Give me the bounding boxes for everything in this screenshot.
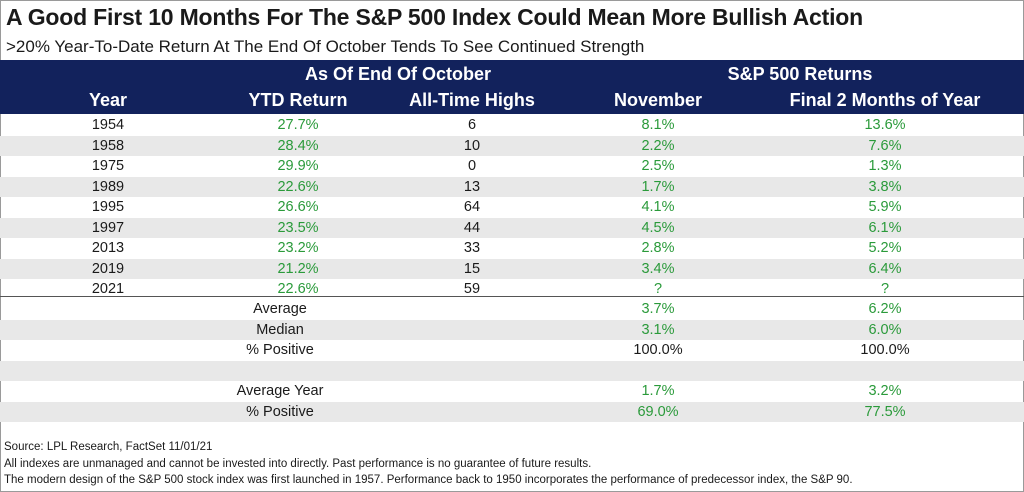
table-row: 2013 23.2% 33 2.8% 5.2%	[0, 238, 1024, 259]
table-row: 1989 22.6% 13 1.7% 3.8%	[0, 176, 1024, 197]
spacer-row	[0, 422, 1024, 443]
summary-label: Average	[253, 301, 307, 317]
cell-year: 2021	[91, 281, 125, 297]
cell-november: ?	[653, 281, 663, 297]
cell-november: 2.5%	[641, 158, 675, 174]
cell-november: 3.4%	[641, 260, 675, 277]
table-row: 1997 23.5% 44 4.5% 6.1%	[0, 217, 1024, 238]
summary-november: 3.1%	[641, 321, 675, 338]
cell-ytd-return: 26.6%	[277, 199, 319, 215]
cell-all-time-highs: 15	[463, 260, 481, 277]
chart-subtitle: >20% Year-To-Date Return At The End Of O…	[6, 37, 645, 56]
col-header-year: Year	[88, 90, 128, 110]
cell-year: 1997	[91, 219, 125, 236]
cell-year: 2013	[91, 240, 125, 256]
summary-final-2-months: 6.0%	[868, 321, 902, 338]
summary-label: Median	[256, 321, 304, 338]
all-years-row: % Positive 69.0% 77.5%	[0, 401, 1024, 422]
group-header-returns: S&P 500 Returns	[727, 64, 873, 84]
table-row: 2021 22.6% 59??	[0, 279, 1024, 300]
history-note: The modern design of the S&P 500 stock i…	[4, 474, 853, 486]
cell-november: 1.7%	[641, 178, 675, 195]
table-row: 1995 26.6% 64 4.1% 5.9%	[0, 197, 1024, 218]
col-header-highs: All-Time Highs	[409, 90, 535, 110]
summary-november: 100.0%	[633, 342, 683, 358]
col-header-november: November	[613, 90, 703, 110]
cell-final-2-months: 13.6%	[864, 117, 906, 133]
cell-final-2-months: 6.1%	[868, 219, 902, 236]
spacer-row	[0, 360, 1024, 381]
cell-all-time-highs: 59	[463, 281, 481, 297]
cell-all-time-highs: 13	[463, 178, 481, 195]
all-years-november: 1.7%	[641, 383, 675, 399]
chart-title: A Good First 10 Months For The S&P 500 I…	[6, 4, 863, 30]
all-years-label: Average Year	[236, 383, 324, 399]
cell-final-2-months: 5.9%	[868, 199, 902, 215]
cell-year: 1989	[91, 178, 125, 195]
cell-all-time-highs: 6	[467, 117, 477, 133]
col-header-ytd: YTD Return	[248, 90, 348, 110]
all-years-row: Average Year 1.7% 3.2%	[0, 381, 1024, 402]
summary-november: 3.7%	[641, 301, 675, 317]
cell-final-2-months: 6.4%	[868, 260, 902, 277]
cell-ytd-return: 22.6%	[277, 281, 319, 297]
cell-november: 2.2%	[641, 137, 675, 154]
all-years-november: 69.0%	[637, 403, 679, 420]
cell-all-time-highs: 0	[467, 158, 477, 174]
cell-year: 1954	[91, 117, 125, 133]
col-header-final2: Final 2 Months of Year	[789, 90, 981, 110]
group-header-october: As Of End Of October	[304, 64, 491, 84]
cell-final-2-months: 1.3%	[868, 158, 902, 174]
all-years-final-2-months: 3.2%	[868, 383, 902, 399]
cell-ytd-return: 21.2%	[277, 260, 319, 277]
cell-year: 1995	[91, 199, 125, 215]
summary-final-2-months: 100.0%	[860, 342, 910, 358]
cell-november: 4.1%	[641, 199, 675, 215]
table-row: 1975 29.9% 0 2.5% 1.3%	[0, 156, 1024, 177]
cell-november: 8.1%	[641, 117, 675, 133]
cell-all-time-highs: 64	[463, 199, 481, 215]
cell-ytd-return: 29.9%	[277, 158, 319, 174]
cell-all-time-highs: 33	[463, 240, 481, 256]
cell-all-time-highs: 44	[463, 219, 481, 236]
cell-final-2-months: 3.8%	[868, 178, 902, 195]
cell-ytd-return: 27.7%	[277, 117, 319, 133]
summary-row: % Positive 100.0% 100.0%	[0, 340, 1024, 361]
summary-divider	[0, 296, 1024, 297]
summary-row: Median 3.1% 6.0%	[0, 319, 1024, 340]
cell-november: 4.5%	[641, 219, 675, 236]
cell-final-2-months: 7.6%	[868, 137, 902, 154]
cell-year: 2019	[91, 260, 125, 277]
cell-year: 1975	[91, 158, 125, 174]
cell-year: 1958	[91, 137, 125, 154]
cell-all-time-highs: 10	[463, 137, 481, 154]
table-row: 1958 28.4% 10 2.2% 7.6%	[0, 135, 1024, 156]
source-note: Source: LPL Research, FactSet 11/01/21	[4, 441, 213, 453]
cell-ytd-return: 23.2%	[277, 240, 319, 256]
all-years-final-2-months: 77.5%	[864, 403, 906, 420]
summary-label: % Positive	[246, 342, 314, 358]
summary-final-2-months: 6.2%	[868, 301, 902, 317]
cell-final-2-months: 5.2%	[868, 240, 902, 256]
table-row: 2019 21.2% 15 3.4% 6.4%	[0, 258, 1024, 279]
cell-ytd-return: 23.5%	[277, 219, 319, 236]
cell-ytd-return: 22.6%	[277, 178, 319, 195]
all-years-label: % Positive	[246, 403, 314, 420]
cell-final-2-months: ?	[880, 281, 890, 297]
summary-row: Average 3.7% 6.2%	[0, 299, 1024, 320]
disclaimer-note: All indexes are unmanaged and cannot be …	[4, 458, 592, 470]
table-header: As Of End Of October S&P 500 Returns Yea…	[0, 60, 1024, 114]
cell-ytd-return: 28.4%	[277, 137, 319, 154]
cell-november: 2.8%	[641, 240, 675, 256]
table-row: 1954 27.7% 6 8.1% 13.6%	[0, 115, 1024, 136]
